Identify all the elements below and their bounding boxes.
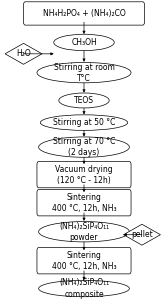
- Ellipse shape: [59, 93, 109, 108]
- Ellipse shape: [40, 115, 128, 130]
- Text: TEOS: TEOS: [74, 96, 94, 105]
- FancyBboxPatch shape: [37, 248, 131, 274]
- Text: Stirring at room
T°C: Stirring at room T°C: [54, 62, 114, 83]
- Text: (NH₄)₂SiP₄O₁₁
composite: (NH₄)₂SiP₄O₁₁ composite: [59, 278, 109, 299]
- Text: Sintering
400 °C, 12h, NH₃: Sintering 400 °C, 12h, NH₃: [52, 193, 116, 213]
- Ellipse shape: [39, 222, 129, 242]
- FancyBboxPatch shape: [24, 2, 144, 25]
- Text: NH₄H₂PO₄ + (NH₄)₂CO: NH₄H₂PO₄ + (NH₄)₂CO: [43, 9, 125, 18]
- Text: (NH₄)₂SiP₄O₁₁
powder: (NH₄)₂SiP₄O₁₁ powder: [59, 222, 109, 242]
- Ellipse shape: [39, 137, 129, 157]
- Polygon shape: [5, 43, 42, 64]
- Ellipse shape: [54, 34, 114, 51]
- Text: Stirring at 50 °C: Stirring at 50 °C: [53, 118, 115, 127]
- FancyBboxPatch shape: [37, 190, 131, 216]
- Text: pellet: pellet: [131, 230, 153, 239]
- Ellipse shape: [39, 280, 129, 297]
- Text: H₂O: H₂O: [16, 49, 31, 58]
- Text: Vacuum drying
(120 °C - 12h): Vacuum drying (120 °C - 12h): [55, 164, 113, 185]
- Text: Stirring at 70 °C
(2 days): Stirring at 70 °C (2 days): [53, 137, 115, 157]
- Polygon shape: [123, 224, 160, 245]
- Ellipse shape: [37, 62, 131, 83]
- Text: CH₃OH: CH₃OH: [71, 38, 97, 47]
- Text: Sintering
400 °C, 12h, NH₃: Sintering 400 °C, 12h, NH₃: [52, 251, 116, 271]
- FancyBboxPatch shape: [37, 161, 131, 188]
